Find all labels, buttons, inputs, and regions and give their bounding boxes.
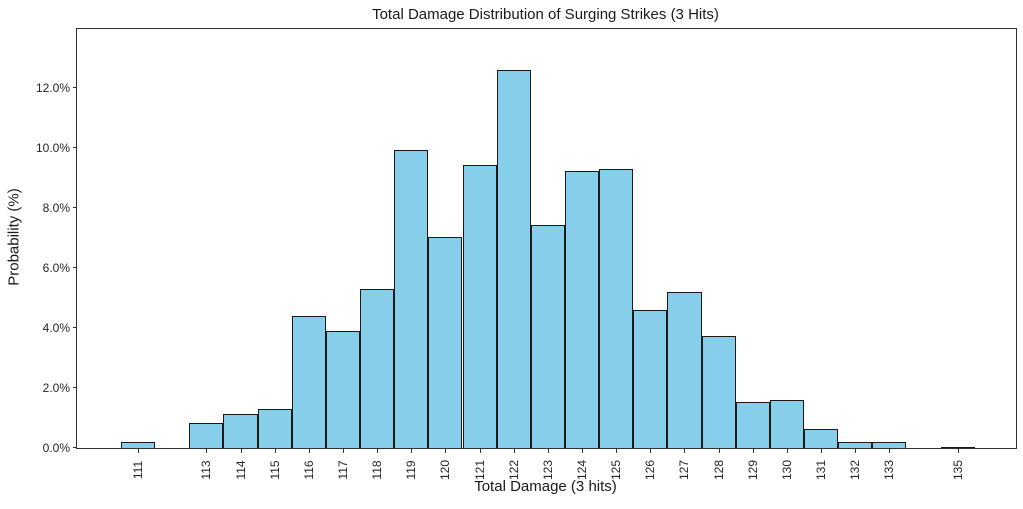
x-tick-mark [377, 449, 379, 453]
x-tick-label-135: 135 [950, 459, 965, 481]
x-tick-label-120: 120 [438, 459, 453, 481]
x-tick-label-125: 125 [609, 459, 624, 481]
histogram-bar-124 [564, 170, 600, 448]
histogram-bar-127 [667, 292, 702, 448]
y-tick-mark [73, 387, 77, 389]
x-tick-label-113: 113 [199, 460, 214, 480]
y-tick-mark [73, 447, 77, 448]
x-tick-label-111: 111 [131, 460, 146, 480]
x-tick-mark [821, 449, 823, 453]
y-tick-mark [73, 87, 77, 89]
histogram-bar-125 [599, 169, 634, 448]
histogram-bar-119 [394, 149, 429, 448]
x-tick-mark [513, 449, 515, 453]
y-tick-mark [73, 327, 77, 329]
y-tick-label-8.0%: 8.0% [42, 201, 70, 216]
histogram-bar-122 [496, 70, 531, 448]
x-tick-label-131: 131 [814, 459, 829, 481]
x-axis-label: Total Damage (3 hits) [474, 478, 617, 495]
y-axis-label: Probability (%) [5, 188, 23, 286]
x-tick-mark [855, 449, 857, 453]
x-tick-mark [547, 449, 549, 453]
x-tick-mark [786, 449, 788, 453]
histogram-bar-111 [121, 442, 156, 448]
x-tick-label-118: 118 [370, 460, 385, 480]
x-tick-mark [274, 449, 276, 453]
x-tick-mark [479, 449, 481, 453]
histogram-bar-121 [462, 164, 497, 448]
y-tick-label-0.0%: 0.0% [42, 441, 70, 455]
x-tick-mark [650, 449, 652, 453]
x-tick-mark [616, 449, 618, 453]
x-tick-mark [240, 449, 242, 453]
x-tick-mark [138, 449, 140, 453]
y-tick-label-2.0%: 2.0% [42, 381, 70, 396]
histogram-bar-120 [428, 236, 463, 448]
x-tick-label-129: 129 [745, 459, 760, 481]
histogram-bar-130 [769, 400, 804, 448]
y-tick-label-4.0%: 4.0% [42, 321, 70, 336]
x-tick-label-122: 122 [506, 459, 521, 481]
x-tick-mark [206, 449, 208, 453]
histogram-bar-118 [360, 289, 395, 448]
x-tick-mark [411, 449, 413, 453]
x-tick-label-127: 127 [677, 459, 692, 481]
x-tick-label-123: 123 [540, 459, 555, 481]
y-tick-label-12.0%: 12.0% [35, 81, 70, 96]
x-tick-mark [342, 449, 344, 453]
histogram-bar-128 [701, 335, 736, 448]
x-tick-label-114: 114 [233, 460, 248, 480]
x-tick-mark [889, 449, 891, 453]
x-tick-mark [684, 449, 686, 453]
x-tick-mark [718, 449, 720, 453]
histogram-bar-129 [735, 401, 770, 448]
histogram-bar-131 [803, 428, 839, 448]
x-tick-label-124: 124 [575, 459, 589, 481]
histogram-bar-123 [530, 224, 565, 448]
x-tick-label-128: 128 [711, 459, 726, 481]
x-tick-label-117: 117 [335, 460, 350, 480]
x-tick-mark [445, 449, 447, 453]
x-tick-label-121: 121 [472, 459, 487, 481]
y-tick-label-10.0%: 10.0% [35, 141, 70, 156]
chart-title: Total Damage Distribution of Surging Str… [372, 6, 719, 23]
plot-area: 111 113 114 115 116 117 118 119 120 121 122 123 124 1… [36, 28, 1017, 480]
x-tick-label-126: 126 [643, 459, 658, 481]
histogram-bar-115 [257, 409, 292, 448]
x-tick-mark [308, 449, 310, 453]
histogram-bar-132 [838, 442, 873, 448]
x-tick-label-119: 119 [404, 460, 419, 480]
x-tick-label-115: 115 [267, 460, 282, 480]
histogram-bar-133 [872, 442, 907, 448]
y-tick-mark [73, 147, 77, 149]
histogram-bar-126 [633, 310, 668, 448]
x-tick-mark [752, 449, 754, 453]
x-tick-mark [582, 449, 583, 453]
histogram-bar-116 [291, 316, 326, 448]
x-tick-label-116: 116 [301, 460, 316, 480]
histogram-bar-135 [940, 446, 975, 448]
histogram-bar-113 [189, 422, 224, 448]
x-tick-label-130: 130 [779, 459, 794, 481]
x-tick-label-133: 133 [882, 459, 897, 481]
histogram-bar-117 [325, 331, 361, 448]
y-tick-label-6.0%: 6.0% [42, 261, 70, 276]
y-tick-mark [73, 207, 77, 209]
y-tick-mark [73, 267, 77, 269]
x-tick-mark [957, 449, 959, 453]
histogram-bar-114 [223, 413, 258, 448]
x-tick-label-132: 132 [848, 459, 863, 481]
